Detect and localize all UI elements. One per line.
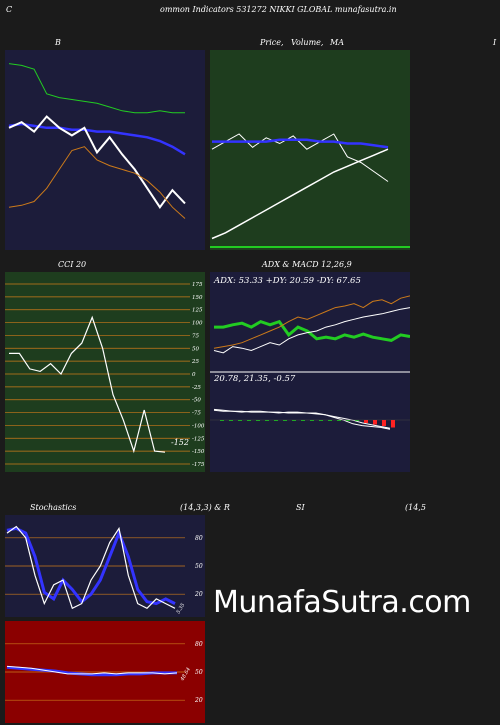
cci-tick-label: -50 (192, 398, 201, 404)
macd-histogram-bar (229, 420, 233, 421)
cci-tick-label: 75 (192, 333, 199, 339)
macd-histogram-bar (355, 420, 359, 421)
price-label: Price, (260, 38, 284, 47)
macd-histogram-bar (373, 420, 377, 425)
stochastics-params: (14,3,3) & R (180, 503, 230, 512)
macd-histogram-bar (220, 420, 224, 421)
bollinger-panel (5, 50, 205, 250)
series-line-white (8, 115, 186, 209)
adx-macd-label: ADX & MACD 12,26,9 (262, 260, 352, 269)
macd-histogram-bar (301, 420, 305, 421)
cci-tick-label: -175 (192, 462, 205, 468)
header-title: ommon Indicators 531272 NIKKI GLOBAL mun… (160, 5, 397, 14)
macd-histogram-bar (328, 420, 332, 421)
cci-tick-label: 0 (192, 372, 196, 378)
series-line-signal (213, 409, 391, 429)
rsi-tick-label: 50 (195, 669, 203, 676)
cci-tick-label: 150 (192, 295, 203, 301)
cci-tick-label: -100 (192, 423, 205, 429)
macd-histogram-bar (319, 420, 323, 421)
series-line-blue (212, 138, 389, 149)
macd-histogram-bar (238, 420, 242, 421)
series-line-macd (213, 408, 391, 430)
cci-value-label: -152 (171, 438, 189, 447)
cci-tick-label: 175 (192, 282, 203, 288)
macd-histogram-bar (283, 420, 287, 421)
cci-tick-label: 50 (192, 346, 199, 352)
macd-histogram-bar (274, 420, 278, 421)
stoch-value-label: 5.35 (176, 602, 187, 615)
cci-tick-label: 125 (192, 308, 203, 314)
watermark: MunafaSutra.com (213, 585, 471, 620)
stoch-tick-label: 80 (195, 535, 203, 542)
cci-tick-label: 100 (192, 321, 203, 327)
macd-histogram-bar (256, 420, 260, 421)
cci-tick-label: 25 (191, 359, 199, 365)
price-ma-chart (210, 133, 410, 248)
series-line-k (6, 525, 176, 610)
macd-histogram-bar (310, 420, 314, 421)
macd-histogram-bar (346, 420, 350, 421)
cci-chart: 175 150 125 100 75 50 25 0 -25 -50 -75 -100 -125 -150… (5, 282, 205, 468)
stochastics-chart: 80 50 20 5.35 (5, 525, 203, 615)
series-line-cci (9, 315, 166, 454)
series-line-plus (213, 295, 410, 349)
rsi-tick-label: 80 (195, 641, 203, 648)
series-line-green (8, 63, 185, 114)
cci-tick-label: -25 (192, 385, 201, 391)
bb-label: B (55, 38, 61, 47)
macd-histogram-bar (382, 420, 386, 426)
adx-readout: ADX: 53.33 +DY: 20.59 -DY: 67.65 (214, 276, 361, 286)
cci-panel: 175 150 125 100 75 50 25 0 -25 -50 -75 -100 -125 -150… (5, 272, 205, 472)
macd-histogram-bar (391, 420, 395, 428)
cci-tick-label: -75 (192, 411, 201, 417)
ma-label: MA (330, 38, 344, 47)
series-line-orange (8, 146, 186, 219)
adx-macd-panel (210, 272, 410, 472)
rsi-panel: 80 50 20 48.64 (5, 621, 205, 723)
stoch-tick-label: 20 (194, 591, 203, 598)
rsi-value-label: 48.64 (179, 667, 192, 683)
macd-readout: 20.78, 21.35, -0.57 (214, 374, 296, 384)
series-line-rising (211, 148, 389, 240)
cci-label: CCI 20 (58, 260, 87, 269)
macd-histogram-bar (265, 420, 269, 421)
rsi-label: SI (296, 503, 305, 512)
series-line-d (6, 526, 176, 606)
macd-histogram-bar (337, 420, 341, 421)
series-line-adx (214, 319, 410, 342)
volume-label: Volume, (291, 38, 324, 47)
series-line-minus (213, 307, 410, 354)
rsi-tick-label: 20 (194, 697, 203, 704)
rsi-chart: 80 50 20 48.64 (5, 641, 203, 704)
cci-tick-label: -125 (192, 436, 205, 442)
bollinger-chart (8, 63, 186, 219)
macd-histogram-bar (247, 420, 251, 421)
stochastics-panel: 80 50 20 5.35 (5, 515, 205, 617)
right-char: I (493, 38, 497, 47)
stoch-tick-label: 50 (195, 563, 203, 570)
macd-histogram-bar (364, 420, 368, 423)
cci-tick-label: -150 (192, 449, 205, 455)
header-left-char: C (6, 5, 13, 14)
stochastics-label: Stochastics (30, 503, 77, 512)
rsi-params: (14,5 (405, 503, 426, 512)
macd-histogram-bar (292, 420, 296, 421)
price-ma-panel (210, 50, 410, 250)
adx-macd-chart (210, 295, 410, 430)
series-line-rsi_white (6, 665, 178, 675)
